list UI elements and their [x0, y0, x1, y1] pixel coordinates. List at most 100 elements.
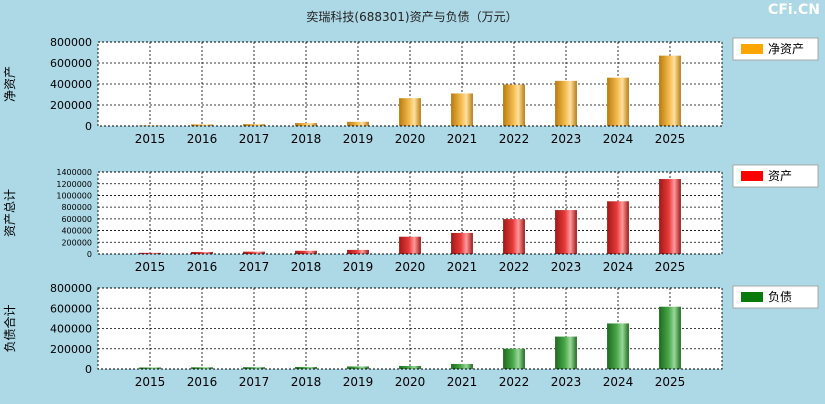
bar-2021 [451, 363, 473, 369]
x-tick-label: 2024 [603, 375, 634, 389]
x-tick-label: 2018 [291, 132, 322, 146]
legend-box [732, 37, 819, 61]
legend-swatch [741, 171, 763, 181]
bar-2025 [659, 55, 681, 126]
plot-border [97, 41, 723, 127]
legend-box [732, 164, 819, 188]
bar-2023 [555, 80, 577, 126]
x-tick-label: 2025 [655, 375, 686, 389]
watermark: CFi.CN [768, 2, 820, 18]
y-tick-label: 800000 [50, 282, 92, 295]
x-tick-label: 2021 [447, 132, 478, 146]
bar-2022 [503, 348, 525, 369]
bar-2023 [555, 336, 577, 369]
y-tick-label: 400000 [50, 323, 92, 336]
legend-swatch [741, 44, 763, 54]
x-tick-label: 2019 [343, 260, 374, 274]
x-tick-label: 2020 [395, 260, 426, 274]
y-axis-label: 负债合计 [2, 304, 17, 352]
panel-liabilities: 800000 600000 400000 200000 0 2015 2016 2017 201… [2, 282, 819, 389]
y-tick-label: 200000 [61, 238, 92, 247]
x-tick-label: 2016 [187, 260, 218, 274]
x-tick-label: 2021 [447, 375, 478, 389]
bar-2015 [139, 367, 161, 369]
x-tick-label: 2017 [239, 375, 270, 389]
bar-2016 [191, 124, 213, 126]
panel-equity: 800000 600000 400000 200000 0 2015 2016 2017 201… [3, 36, 819, 146]
bar-2018 [295, 250, 317, 254]
x-tick-label: 2024 [603, 260, 634, 274]
y-axis-label: 净资产 [3, 66, 17, 102]
y-tick-label: 0 [85, 363, 92, 376]
bar-2020 [399, 365, 421, 369]
chart-title: 奕瑞科技(688301)资产与负债（万元） [306, 9, 517, 24]
bar-2024 [607, 201, 629, 254]
legend-box [732, 285, 819, 309]
x-tick-label: 2023 [551, 260, 582, 274]
y-tick-label: 600000 [50, 57, 92, 70]
x-tick-label: 2025 [655, 132, 686, 146]
y-tick-label: 1400000 [56, 168, 92, 177]
legend-label: 资产 [768, 169, 792, 183]
legend-swatch [741, 292, 763, 302]
x-tick-label: 2022 [499, 132, 530, 146]
panel-assets: 1400000 1200000 1000000 800000 600000 400000 2… [3, 164, 819, 274]
x-tick-label: 2016 [187, 132, 218, 146]
bar-2021 [451, 232, 473, 254]
x-tick-label: 2025 [655, 260, 686, 274]
bar-2022 [503, 84, 525, 126]
x-tick-label: 2016 [187, 375, 218, 389]
bar-2019 [347, 249, 369, 254]
bar-2017 [243, 367, 265, 369]
x-tick-label: 2024 [603, 132, 634, 146]
bar-2017 [243, 124, 265, 126]
x-tick-label: 2021 [447, 260, 478, 274]
x-tick-label: 2017 [239, 260, 270, 274]
y-tick-label: 600000 [61, 215, 92, 224]
bar-2022 [503, 219, 525, 254]
y-tick-label: 1200000 [56, 180, 92, 189]
legend-label: 负债 [768, 290, 792, 304]
x-tick-label: 2018 [291, 375, 322, 389]
x-tick-label: 2015 [135, 132, 166, 146]
x-tick-label: 2015 [135, 375, 166, 389]
y-tick-label: 200000 [50, 99, 92, 112]
bar-2015 [139, 252, 161, 254]
legend-label: 净资产 [768, 42, 804, 56]
legend-assets: 资产 [732, 164, 819, 188]
x-tick-label: 2023 [551, 375, 582, 389]
legend-liabilities: 负债 [732, 285, 819, 309]
bar-2024 [607, 323, 629, 369]
y-tick-label: 400000 [50, 78, 92, 91]
x-tick-label: 2019 [343, 132, 374, 146]
x-tick-label: 2018 [291, 260, 322, 274]
y-tick-label: 800000 [61, 203, 92, 212]
bar-2021 [451, 93, 473, 126]
y-tick-label: 0 [85, 120, 92, 133]
y-tick-label: 400000 [61, 227, 92, 236]
y-tick-label: 1000000 [56, 191, 92, 200]
y-tick-label: 800000 [50, 36, 92, 49]
bar-2024 [607, 77, 629, 126]
x-tick-label: 2020 [395, 375, 426, 389]
plot-border [97, 171, 723, 255]
y-tick-label: 600000 [50, 302, 92, 315]
bar-2025 [659, 179, 681, 254]
bar-2016 [191, 251, 213, 254]
x-tick-label: 2019 [343, 375, 374, 389]
legend-equity: 净资产 [732, 37, 819, 61]
bar-2018 [295, 123, 317, 126]
bar-2019 [347, 366, 369, 369]
y-axis-label: 资产总计 [3, 189, 17, 237]
x-tick-label: 2022 [499, 375, 530, 389]
bar-2017 [243, 251, 265, 254]
bar-2020 [399, 98, 421, 126]
x-tick-label: 2017 [239, 132, 270, 146]
plot-border [97, 287, 723, 370]
y-tick-label: 0 [87, 250, 92, 259]
x-tick-label: 2020 [395, 132, 426, 146]
bar-2018 [295, 366, 317, 369]
x-tick-label: 2023 [551, 132, 582, 146]
bar-2023 [555, 210, 577, 254]
